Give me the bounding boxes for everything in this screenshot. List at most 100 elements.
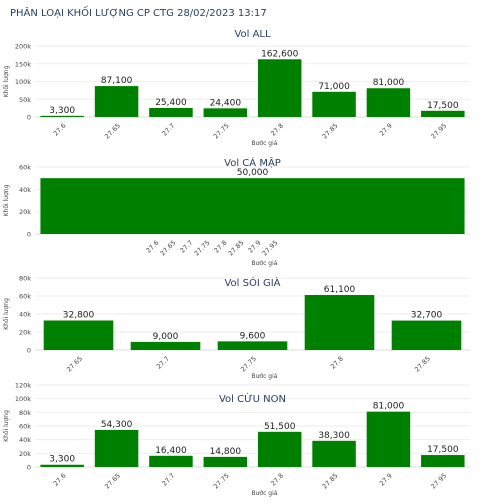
x-tick-label: 27.8	[269, 122, 285, 138]
bar	[312, 440, 356, 467]
x-tick-label: 27.85	[227, 239, 246, 258]
bar	[149, 107, 193, 117]
x-tick-label: 27.85	[321, 472, 340, 491]
data-label: 71,000	[318, 82, 350, 92]
data-label: 50,000	[237, 168, 269, 178]
y-tick-label: 80k	[19, 409, 31, 417]
y-tick-label: 0	[27, 114, 31, 122]
y-tick-label: 50k	[19, 96, 31, 104]
bar	[40, 464, 84, 467]
data-label: 14,800	[210, 447, 242, 457]
y-tick-label: 150k	[15, 60, 31, 68]
x-tick-label: 27.65	[159, 239, 178, 258]
y-axis-label: Khối lượng	[3, 184, 10, 216]
y-tick-label: 60k	[19, 423, 31, 431]
bar	[203, 456, 248, 467]
chart-title-vol-cuu-non: Vol CỪU NON	[219, 392, 286, 405]
page-title: PHÂN LOẠI KHỐI LƯỢNG CP CTG 28/02/2023 1…	[10, 8, 267, 19]
data-label: 51,500	[264, 422, 296, 432]
y-axis-label: Khối lượng	[3, 65, 10, 97]
data-label: 32,800	[63, 310, 95, 320]
x-axis-label: Bước giá	[252, 260, 278, 267]
x-tick-label: 27.75	[239, 355, 258, 374]
x-tick-label: 27.95	[261, 239, 280, 258]
x-axis-label: Bước giá	[252, 490, 278, 497]
y-tick-label: 40k	[19, 311, 31, 319]
bar	[43, 320, 114, 350]
data-label: 54,300	[101, 420, 133, 430]
y-tick-label: 0	[27, 347, 31, 355]
bar	[94, 429, 139, 467]
bar	[203, 108, 248, 117]
chart-title-vol-soi-gia: Vol SÓI GIÀ	[224, 276, 280, 289]
x-tick-label: 27.75	[212, 472, 231, 491]
bar	[366, 88, 411, 117]
x-tick-label: 27.9	[378, 472, 394, 488]
x-tick-label: 27.75	[193, 239, 212, 258]
x-tick-label: 27.6	[52, 122, 68, 138]
chart-title-vol-ca-map: Vol CÁ MẬP	[224, 156, 281, 169]
x-tick-label: 27.75	[212, 122, 231, 141]
data-label: 61,100	[324, 285, 356, 295]
y-tick-label: 20k	[19, 329, 31, 337]
data-label: 38,300	[318, 431, 350, 441]
bar	[391, 320, 462, 350]
bar	[312, 91, 356, 117]
bar	[149, 455, 193, 467]
y-tick-label: 20k	[19, 450, 31, 458]
y-tick-label: 60k	[19, 293, 31, 301]
data-label: 3,300	[49, 455, 75, 465]
x-tick-label: 27.8	[269, 472, 285, 488]
bar	[421, 110, 465, 117]
x-tick-label: 27.7	[160, 122, 176, 138]
y-tick-label: 100k	[15, 395, 31, 403]
data-label: 162,600	[261, 49, 298, 59]
y-axis-label: Khối lượng	[3, 410, 10, 442]
data-label: 25,400	[155, 98, 187, 108]
data-label: 87,100	[101, 76, 133, 86]
y-tick-label: 0	[27, 464, 31, 472]
bar	[40, 115, 84, 117]
bar	[257, 59, 302, 117]
data-label: 81,000	[373, 78, 405, 88]
chart-title-vol-all: Vol ALL	[234, 29, 271, 40]
y-tick-label: 60k	[19, 164, 31, 172]
x-tick-label: 27.8	[329, 355, 345, 371]
y-tick-label: 200k	[15, 43, 31, 51]
bar	[421, 455, 465, 467]
y-tick-label: 120k	[15, 382, 31, 390]
x-tick-label: 27.9	[378, 122, 394, 138]
data-label: 32,700	[411, 311, 443, 321]
x-tick-label: 27.95	[429, 472, 448, 491]
x-tick-label: 27.85	[413, 355, 432, 374]
bar	[130, 341, 201, 350]
x-tick-label: 27.65	[65, 355, 84, 374]
data-label: 17,500	[427, 101, 459, 111]
y-tick-label: 40k	[19, 186, 31, 194]
data-label: 16,400	[155, 446, 187, 456]
x-tick-label: 27.65	[103, 472, 122, 491]
bar	[217, 341, 288, 350]
data-label: 81,000	[373, 402, 405, 412]
data-label: 17,500	[427, 445, 459, 455]
x-tick-label: 27.65	[103, 122, 122, 141]
y-tick-label: 20k	[19, 208, 31, 216]
y-tick-label: 40k	[19, 436, 31, 444]
bar	[94, 86, 139, 117]
bar	[366, 411, 411, 467]
data-label: 9,600	[240, 331, 266, 341]
y-tick-label: 0	[27, 231, 31, 239]
data-label: 9,000	[153, 332, 179, 342]
bar	[257, 431, 302, 467]
x-tick-label: 27.95	[429, 122, 448, 141]
x-tick-label: 27.7	[160, 472, 176, 488]
x-tick-label: 27.7	[155, 355, 171, 371]
y-tick-label: 100k	[15, 78, 31, 86]
y-tick-label: 80k	[19, 275, 31, 283]
bar	[40, 178, 465, 234]
y-axis-label: Khối lượng	[3, 298, 10, 330]
x-tick-label: 27.85	[321, 122, 340, 141]
x-axis-label: Bước giá	[252, 373, 278, 380]
data-label: 24,400	[210, 98, 242, 108]
